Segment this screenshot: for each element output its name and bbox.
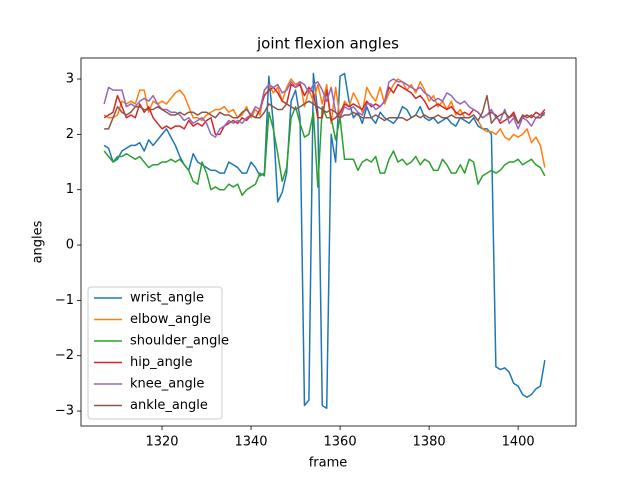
legend-label: elbow_angle — [130, 312, 211, 327]
x-tick-label: 1340 — [234, 435, 267, 450]
y-tick-label: −1 — [55, 293, 74, 308]
y-tick-label: 2 — [66, 127, 74, 142]
chart-title: joint flexion angles — [256, 35, 399, 53]
x-axis-label: frame — [309, 456, 348, 471]
legend-label: wrist_angle — [130, 291, 204, 306]
x-tick-label: 1360 — [324, 435, 357, 450]
legend-label: shoulder_angle — [130, 334, 229, 349]
y-tick-label: −2 — [55, 348, 74, 363]
data-line — [104, 94, 546, 130]
x-tick-label: 1320 — [145, 435, 178, 450]
legend-label: knee_angle — [130, 377, 204, 392]
plot-frame — [80, 57, 577, 427]
legend-label: hip_angle — [130, 355, 193, 370]
x-tick-label: 1380 — [413, 435, 446, 450]
y-axis-label: angles — [31, 220, 46, 263]
y-tick-label: 0 — [66, 238, 74, 253]
y-tick-label: −3 — [55, 404, 74, 419]
y-tick-label: 3 — [66, 72, 74, 87]
data-line — [103, 105, 546, 196]
y-tick-label: 1 — [66, 182, 74, 197]
x-tick-label: 1400 — [502, 435, 535, 450]
data-line — [103, 72, 546, 410]
data-line — [103, 78, 546, 168]
legend-label: ankle_angle — [130, 398, 208, 413]
data-line — [103, 83, 546, 136]
